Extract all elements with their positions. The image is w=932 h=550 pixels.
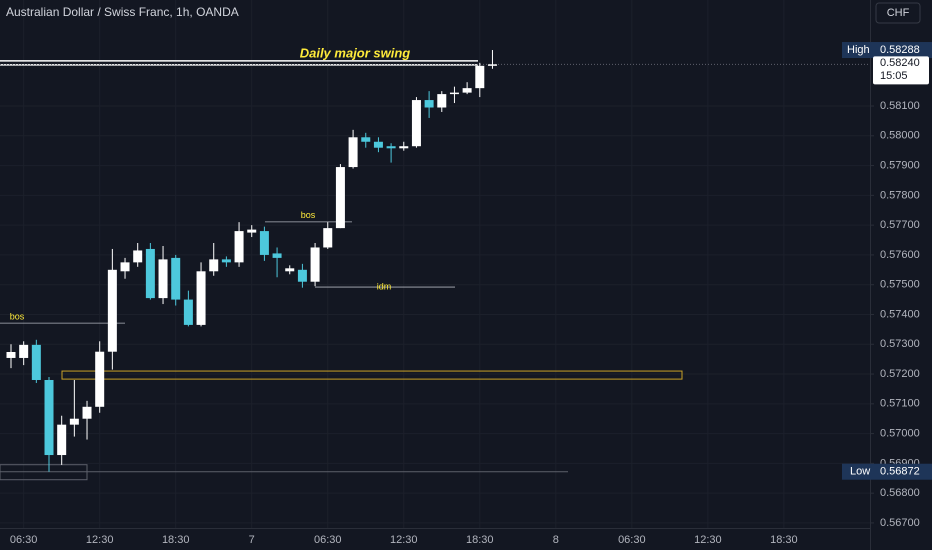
candle-body [437,94,447,108]
candle-body [196,271,206,325]
candle-body [6,352,16,358]
y-tick-label: 0.57300 [880,338,920,350]
last-price-countdown: 15:05 [880,70,908,82]
low-tag [842,463,932,480]
x-tick-label: 06:30 [314,534,342,546]
y-tick-label: 0.57900 [880,159,920,171]
y-tick-label: 0.57500 [880,279,920,291]
y-tick-label: 0.58100 [880,100,920,112]
annotation-label: bos [301,210,316,220]
x-tick-label: 7 [249,534,255,546]
candle-body [158,259,168,299]
axes: 0.567000.568000.569000.570000.571000.572… [10,42,932,546]
candle-body [323,228,333,248]
candle-body [221,259,231,263]
y-tick-label: 0.57600 [880,249,920,261]
last-price-value: 0.58240 [880,57,920,69]
candle-body [297,269,307,282]
candle-body [272,253,282,258]
candles [6,50,497,472]
candle-body [487,64,497,66]
candle-body [449,92,459,95]
candle-body [69,418,79,425]
candle-body [120,262,130,272]
high-tag [842,42,932,59]
candle-body [95,351,105,407]
candle-body [462,88,472,93]
candle-body [399,146,409,149]
low-tag-label: Low [850,466,870,478]
y-tick-label: 0.56700 [880,517,920,529]
candle-body [44,379,54,456]
y-tick-label: 0.58000 [880,130,920,142]
grid [0,0,870,528]
high-tag-value: 0.58288 [880,44,920,56]
overlays: Daily major swing bos bos idm [0,45,870,481]
candle-body [133,250,143,263]
y-tick-label: 0.57800 [880,189,920,201]
y-tick-label: 0.57100 [880,398,920,410]
x-tick-label: 18:30 [770,534,798,546]
chart-title: Australian Dollar / Swiss Franc, 1h, OAN… [6,5,239,19]
candle-body [348,137,358,168]
candle-body [285,268,295,272]
last-price-tag [873,56,929,85]
candle-body [145,248,155,299]
x-tick-label: 12:30 [390,534,418,546]
candle-body [259,231,269,255]
x-tick-label: 12:30 [86,534,114,546]
candle-body [411,100,421,147]
x-tick-label: 06:30 [618,534,646,546]
y-tick-label: 0.56800 [880,487,920,499]
x-tick-label: 8 [553,534,559,546]
candle-body [310,247,320,282]
candle-body [386,146,396,149]
candle-body [373,141,383,148]
candle-body [209,259,219,272]
high-tag-label: High [847,44,870,56]
y-tick-label: 0.57400 [880,308,920,320]
y-tick-label: 0.57000 [880,428,920,440]
candle-body [57,424,67,456]
y-tick-label: 0.57700 [880,219,920,231]
annotation-label: bos [10,311,25,321]
candle-body [31,344,41,380]
candle-body [19,344,29,358]
x-tick-label: 18:30 [162,534,190,546]
currency-button[interactable] [875,2,921,24]
annotation-label: idm [377,281,392,291]
low-tag-value: 0.56872 [880,466,920,478]
candle-body [171,257,181,300]
x-tick-label: 06:30 [10,534,38,546]
candle-body [361,137,371,142]
candle-body [335,167,345,229]
zone [61,370,683,380]
x-tick-label: 18:30 [466,534,494,546]
candle-body [183,299,193,325]
currency[interactable]: CHF [887,7,910,19]
annotation-label: Daily major swing [300,45,411,60]
candle-body [424,100,434,108]
candle-body [82,406,92,419]
y-tick-label: 0.57200 [880,368,920,380]
candle-body [107,269,117,352]
candle-body [234,231,244,263]
x-tick-label: 12:30 [694,534,722,546]
candle-body [247,229,257,233]
candle-body [475,65,485,89]
